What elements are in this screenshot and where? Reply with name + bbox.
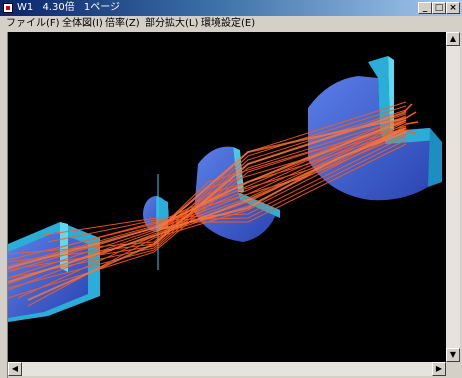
zoom-readout: 4.30倍: [42, 2, 75, 13]
menu-partial-zoom[interactable]: 部分拡大(L): [145, 18, 199, 29]
page-readout: 1ページ: [83, 2, 121, 13]
drawing-canvas[interactable]: [8, 32, 446, 362]
size-grip[interactable]: [446, 362, 460, 376]
title-bar[interactable]: W1 4.30倍 1ページ _ □ ×: [0, 0, 462, 16]
vertical-scrollbar[interactable]: ▲ ▼: [446, 32, 460, 362]
menu-settings[interactable]: 環境設定(E): [201, 18, 256, 29]
menu-overview[interactable]: 全体図(I): [62, 18, 103, 29]
image-plane-marker: [403, 103, 419, 135]
scroll-down-button[interactable]: ▼: [446, 348, 460, 362]
app-icon[interactable]: [3, 3, 13, 13]
menu-bar: ファイル(F) 全体図(I) 倍率(Z) 部分拡大(L) 環境設定(E): [0, 16, 462, 32]
window-name: W1: [17, 2, 34, 13]
menu-magnification[interactable]: 倍率(Z): [105, 18, 140, 29]
scroll-left-button[interactable]: ◀: [8, 362, 22, 376]
optical-ray-trace-drawing: [8, 56, 442, 322]
scroll-up-button[interactable]: ▲: [446, 32, 460, 46]
menu-file[interactable]: ファイル(F): [6, 18, 60, 29]
maximize-button[interactable]: □: [432, 2, 446, 14]
window-left-border: [0, 32, 8, 378]
minimize-button[interactable]: _: [418, 2, 432, 14]
scroll-right-button[interactable]: ▶: [432, 362, 446, 376]
window-title: W1 4.30倍 1ページ: [17, 0, 126, 16]
close-button[interactable]: ×: [446, 2, 460, 14]
ray-bundle-dense: [8, 111, 407, 301]
horizontal-scrollbar[interactable]: ◀ ▶: [8, 362, 446, 376]
